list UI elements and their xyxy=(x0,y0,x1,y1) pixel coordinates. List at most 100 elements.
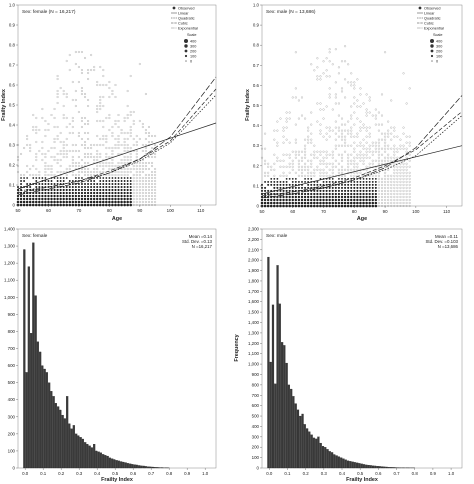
observed-point xyxy=(384,51,387,54)
observed-point xyxy=(337,153,340,156)
observed-point xyxy=(285,111,288,114)
observed-point xyxy=(147,203,151,207)
observed-point xyxy=(319,171,322,174)
observed-point xyxy=(325,195,328,199)
observed-point xyxy=(105,180,108,182)
histogram-bar xyxy=(129,463,132,469)
observed-point xyxy=(340,198,344,202)
observed-point xyxy=(20,183,23,185)
observed-point xyxy=(102,68,105,72)
observed-point xyxy=(331,201,335,205)
observed-point xyxy=(319,168,322,171)
observed-point xyxy=(90,146,93,150)
observed-point xyxy=(62,200,65,204)
y-tick-label: 0.3 xyxy=(253,143,260,148)
observed-point xyxy=(307,171,310,174)
observed-point xyxy=(99,104,102,108)
observed-point xyxy=(402,201,405,205)
histogram-bar xyxy=(296,409,300,469)
observed-point xyxy=(325,198,328,202)
observed-point xyxy=(80,197,84,201)
observed-point xyxy=(365,150,368,153)
x-tick-label: 90 xyxy=(137,208,142,213)
observed-point xyxy=(132,200,135,204)
observed-point xyxy=(154,173,157,177)
observed-point xyxy=(334,93,337,96)
observed-point xyxy=(306,204,310,208)
observed-point xyxy=(123,167,126,171)
observed-point xyxy=(294,177,297,180)
x-tick-label: 0.8 xyxy=(412,471,419,476)
y-tick-label: 1,300 xyxy=(248,330,260,335)
observed-point xyxy=(273,138,276,141)
histogram-bar xyxy=(305,428,309,469)
observed-point xyxy=(384,174,387,177)
observed-point xyxy=(356,204,359,208)
observed-point xyxy=(135,149,138,153)
observed-point xyxy=(62,194,65,198)
y-tick-label: 0.6 xyxy=(9,83,16,88)
observed-point xyxy=(334,126,337,129)
observed-point xyxy=(337,168,340,171)
observed-point xyxy=(114,194,117,198)
observed-point xyxy=(310,123,313,126)
observed-point xyxy=(356,165,359,168)
scale-item-0: 0 xyxy=(436,60,438,64)
observed-point xyxy=(80,158,83,162)
observed-point xyxy=(68,180,71,182)
observed-point xyxy=(65,200,68,204)
observed-point xyxy=(120,161,123,165)
observed-point xyxy=(147,194,151,198)
observed-point xyxy=(105,161,108,165)
observed-point xyxy=(114,146,117,150)
observed-point xyxy=(377,192,380,195)
observed-point xyxy=(114,183,117,185)
observed-point xyxy=(144,173,147,177)
observed-point xyxy=(50,170,53,174)
observed-point xyxy=(111,183,114,185)
observed-point xyxy=(304,174,307,177)
observed-point xyxy=(151,155,154,159)
observed-point xyxy=(353,111,356,114)
observed-point xyxy=(362,102,365,105)
observed-point xyxy=(350,174,353,177)
observed-point xyxy=(147,197,151,201)
observed-point xyxy=(319,78,322,81)
observed-point xyxy=(328,201,331,205)
observed-point xyxy=(300,150,304,153)
observed-point xyxy=(313,174,316,177)
observed-point xyxy=(41,191,44,195)
observed-point xyxy=(279,189,282,193)
y-tick-label: 0.6 xyxy=(253,83,260,88)
observed-point xyxy=(347,81,350,84)
y-tick-label: 200 xyxy=(252,445,260,450)
observed-point xyxy=(304,177,306,180)
observed-point xyxy=(108,185,111,189)
observed-point xyxy=(350,132,353,135)
observed-point xyxy=(353,162,356,165)
observed-point xyxy=(387,159,390,162)
observed-point xyxy=(282,198,285,202)
observed-point xyxy=(384,195,387,198)
y-tick-label: 0.1 xyxy=(9,183,16,188)
observed-point xyxy=(353,156,356,159)
observed-point xyxy=(154,143,157,147)
observed-point xyxy=(340,138,344,141)
observed-point xyxy=(56,95,59,99)
observed-point xyxy=(408,180,411,183)
scale-item-200: 200 xyxy=(436,50,442,54)
observed-point xyxy=(50,155,53,159)
x-tick-label: 0.7 xyxy=(393,471,400,476)
observed-point xyxy=(80,200,84,204)
observed-point xyxy=(99,152,102,156)
observed-point xyxy=(31,200,35,204)
observed-point xyxy=(93,180,96,182)
y-tick-label: 2,300 xyxy=(248,227,260,232)
observed-point xyxy=(353,183,356,186)
observed-point xyxy=(393,186,396,189)
histogram-bar xyxy=(48,382,51,469)
observed-point xyxy=(285,204,288,208)
observed-point xyxy=(349,201,353,205)
observed-point xyxy=(23,180,26,182)
observed-point xyxy=(294,141,297,144)
